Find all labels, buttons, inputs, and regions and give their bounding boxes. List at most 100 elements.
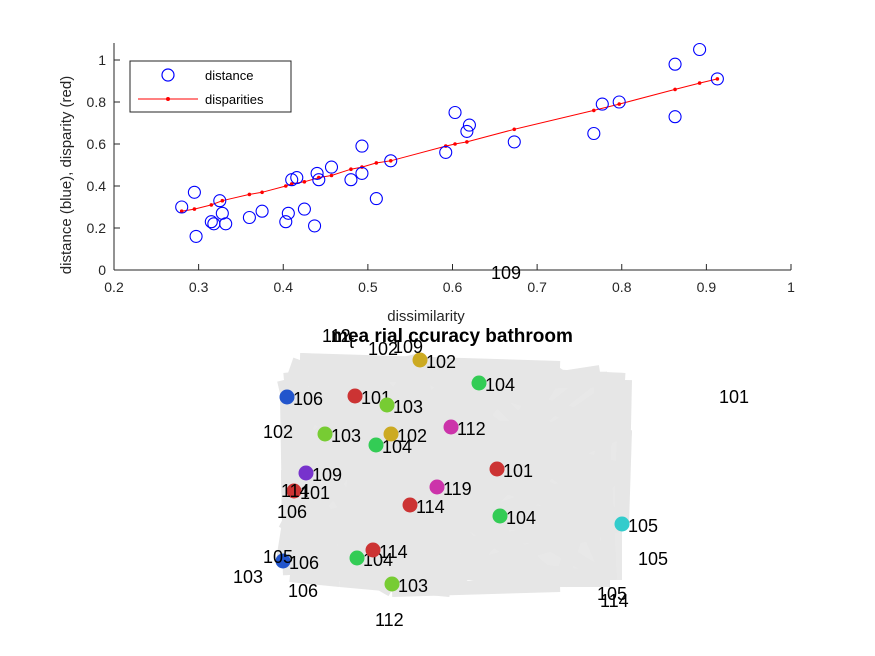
node-label: 102 [397, 426, 427, 446]
x-tick-label: 0.3 [189, 279, 209, 295]
distance-point [693, 42, 707, 57]
edge-layer [276, 353, 632, 597]
floating-label: 105 [597, 584, 627, 604]
distance-point [460, 124, 474, 138]
disparities-series [179, 77, 720, 213]
y-tick-label: 0.4 [87, 178, 107, 194]
y-tick-label: 0 [98, 262, 106, 278]
distance-point [310, 166, 324, 180]
x-tick-label: 1 [787, 279, 795, 295]
graph-node [298, 465, 314, 481]
graph-node [412, 352, 428, 368]
legend-distance-label: distance [205, 68, 253, 83]
distance-point [290, 171, 304, 185]
disparity-point [617, 102, 622, 106]
floating-label: 105 [263, 547, 293, 567]
floating-label: 106 [288, 581, 318, 601]
disparity-point [209, 203, 214, 207]
disparity-point [329, 173, 334, 178]
floating-label: 105 [638, 549, 668, 569]
graph-node [349, 550, 365, 566]
distance-point [384, 154, 398, 168]
distance-point [207, 217, 221, 231]
floating-label: 106 [277, 502, 307, 522]
distance-point [281, 206, 295, 220]
distance-point [448, 105, 462, 120]
node-label: 103 [331, 426, 361, 446]
distance-point [175, 200, 189, 214]
graph-node [429, 479, 445, 495]
title-overlay-label: 112 [322, 326, 351, 346]
disparity-point [289, 182, 294, 186]
graph-node [402, 497, 418, 513]
distance-point [219, 217, 233, 231]
legend: distance disparities [129, 60, 292, 113]
x-tick-label: 0.9 [697, 279, 717, 295]
graph-node [347, 388, 363, 404]
node-label: 104 [382, 437, 412, 457]
disparity-point [512, 127, 517, 132]
distance-point [369, 192, 383, 206]
y-tick-label: 0.2 [87, 220, 107, 236]
x-tick-label: 0.8 [612, 279, 632, 295]
disparity-point [247, 192, 252, 197]
node-label: 103 [393, 397, 423, 417]
disparity-point [715, 77, 720, 81]
title-overlay-label: 109 [393, 337, 423, 357]
disparity-point [453, 142, 457, 146]
node-label: 103 [398, 576, 428, 596]
chart-title: mea rial ccuracy bathroom [331, 326, 573, 347]
node-label: 101 [503, 461, 533, 481]
floating-label: 112 [375, 610, 404, 630]
distance-point [344, 173, 358, 187]
x-tick-label: 0.6 [443, 279, 463, 295]
graph-node [365, 542, 381, 558]
distance-point [312, 173, 326, 187]
distance-point [324, 160, 339, 174]
node-label: 104 [506, 508, 536, 528]
scatter-chart: 0.2 0.3 0.4 0.5 0.6 0.7 0.8 0.9 1 00.20.40.60.81… [58, 42, 795, 325]
distance-point [439, 145, 453, 159]
y-axis-label: distance (blue), disparity (red) [58, 76, 75, 274]
legend-disparities-marker [166, 97, 170, 101]
distance-point [279, 215, 293, 229]
node-label: 106 [293, 389, 323, 409]
distance-point [242, 210, 256, 225]
graph-node [279, 389, 295, 405]
distance-point [255, 204, 269, 218]
graph-node [317, 426, 333, 442]
legend-distance-marker [161, 68, 175, 82]
distance-point [668, 57, 682, 71]
x-tick-label: 0.4 [274, 279, 294, 295]
disparity-point [283, 184, 288, 188]
node-label: 106 [289, 553, 319, 573]
y-tick-label: 1 [98, 52, 106, 68]
distance-point [297, 202, 311, 216]
floating-label: 114 [600, 591, 629, 611]
graph-node [614, 516, 630, 532]
node-label: 109 [312, 465, 342, 485]
node-label: 105 [628, 516, 658, 536]
floating-label: 114 [281, 481, 310, 501]
graph-node [286, 483, 302, 499]
node-label: 114 [416, 497, 445, 517]
y-tick-label: 0.6 [87, 136, 107, 152]
disparity-point [697, 81, 702, 85]
node-label: 104 [485, 375, 515, 395]
distance-point [612, 95, 626, 109]
distance-point [204, 215, 218, 229]
disparity-point [220, 198, 225, 203]
graph-node [443, 419, 459, 435]
distance-point [668, 110, 682, 124]
distance-point [355, 166, 369, 180]
graph-node [492, 508, 508, 524]
graph-node [384, 576, 400, 592]
x-tick-labels: 0.2 0.3 0.4 0.5 0.6 0.7 0.8 0.9 1 [104, 264, 795, 295]
y-tick-labels: 0 0.2 0.4 0.6 0.8 1 [87, 52, 120, 278]
disparity-point [349, 167, 353, 171]
legend-box [129, 60, 292, 113]
